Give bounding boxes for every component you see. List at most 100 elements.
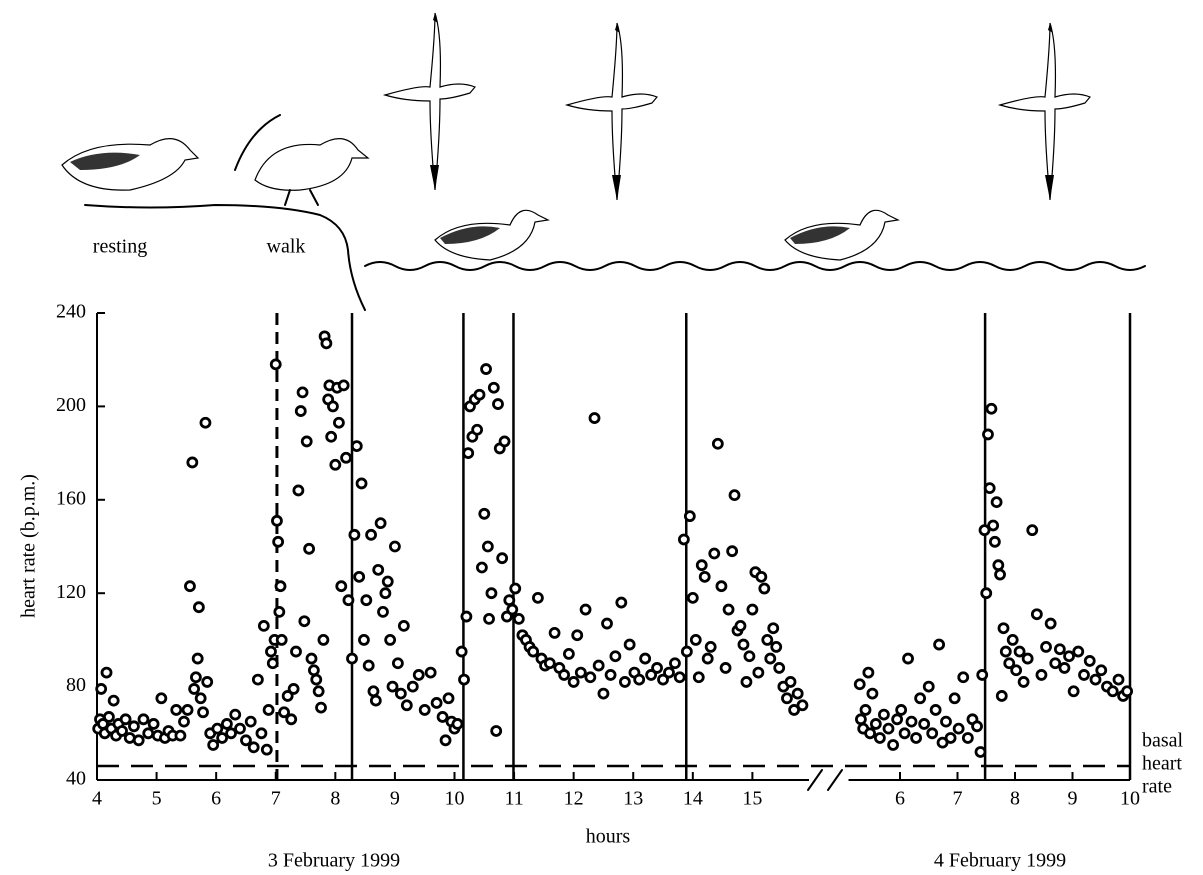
data-point [305,652,318,665]
data-point [680,645,693,658]
y-tick-label: 160 [56,487,86,509]
data-point [485,587,498,600]
data-point [262,704,275,716]
data-point [240,734,252,747]
data-point [669,657,681,670]
data-point [281,690,294,702]
data-point [478,507,491,520]
data-point [1083,655,1096,667]
data-point [987,519,1000,532]
data-point [315,701,327,714]
data-point [483,612,495,625]
data-point [737,638,750,651]
data-point [460,610,473,623]
data-point [365,528,377,541]
data-point [588,412,601,424]
data-point [657,673,669,686]
data-point [481,540,494,553]
data-point [439,734,452,747]
data-point [174,729,187,742]
data-point [1035,669,1048,681]
data-point [290,645,302,658]
data-point [853,678,866,691]
data-point [781,692,793,705]
data-point [386,680,399,693]
data-point [191,652,204,665]
data-point [995,690,1008,702]
data-point [348,528,361,541]
data-point [734,619,747,632]
data-point [257,619,270,632]
data-point [340,451,352,464]
data-point [1063,650,1075,663]
data-point [992,559,1005,572]
data-point [922,680,935,693]
data-point [532,591,544,604]
data-point [325,430,338,443]
data-point [1010,664,1023,677]
data-point [609,650,622,663]
x-tick-label: 15 [742,788,762,810]
data-point [773,662,786,674]
data-point [342,594,355,607]
data-point [743,650,756,663]
reference-label: rate [1142,776,1172,798]
data-point [957,671,970,684]
data-point [272,535,285,548]
data-point [663,666,675,679]
data-point [216,732,229,744]
x-tick-label: 14 [683,788,703,810]
data-point [574,666,587,679]
data-point [389,540,401,553]
data-point [312,685,325,698]
data-point [704,641,717,653]
data-point [188,683,201,695]
data-point [914,692,927,705]
data-point [859,704,872,716]
data-point [592,659,605,672]
data-point [980,587,993,600]
data-point [455,645,468,658]
x-tick-label: 13 [623,788,643,810]
data-point [683,510,696,523]
data-point [952,722,965,735]
data-point [543,657,556,670]
y-tick-label: 80 [66,674,86,696]
x-tick-label: 11 [504,788,523,810]
data-point [796,699,809,712]
x-tick-label: 8 [1010,788,1020,810]
data-point [1053,643,1066,656]
data-point [722,603,735,616]
data-point [715,580,728,593]
data-point [891,713,904,726]
data-point [1006,634,1019,646]
data-point [199,416,212,429]
data-point [1095,664,1108,677]
data-point [475,561,488,574]
data-point [184,580,196,593]
data-point [728,489,741,502]
data-point [1072,645,1085,658]
data-point [784,676,797,688]
y-tick-label: 200 [56,394,86,416]
data-point [701,652,714,665]
data-point [961,732,974,744]
data-point [1106,685,1119,698]
data-point [698,570,711,583]
data-point [1017,676,1030,688]
data-point [1044,617,1057,630]
data-point [350,440,363,452]
data-point [1021,652,1034,665]
data-point [333,416,345,429]
data-point [929,704,942,716]
data-point [895,704,908,716]
data-point [788,704,801,716]
data-point [633,673,646,686]
data-point [512,612,525,625]
data-point [358,634,370,646]
data-point [137,713,150,726]
data-point [251,673,264,686]
data-point [487,381,500,394]
data-point [119,713,132,726]
illustration [61,12,1146,311]
